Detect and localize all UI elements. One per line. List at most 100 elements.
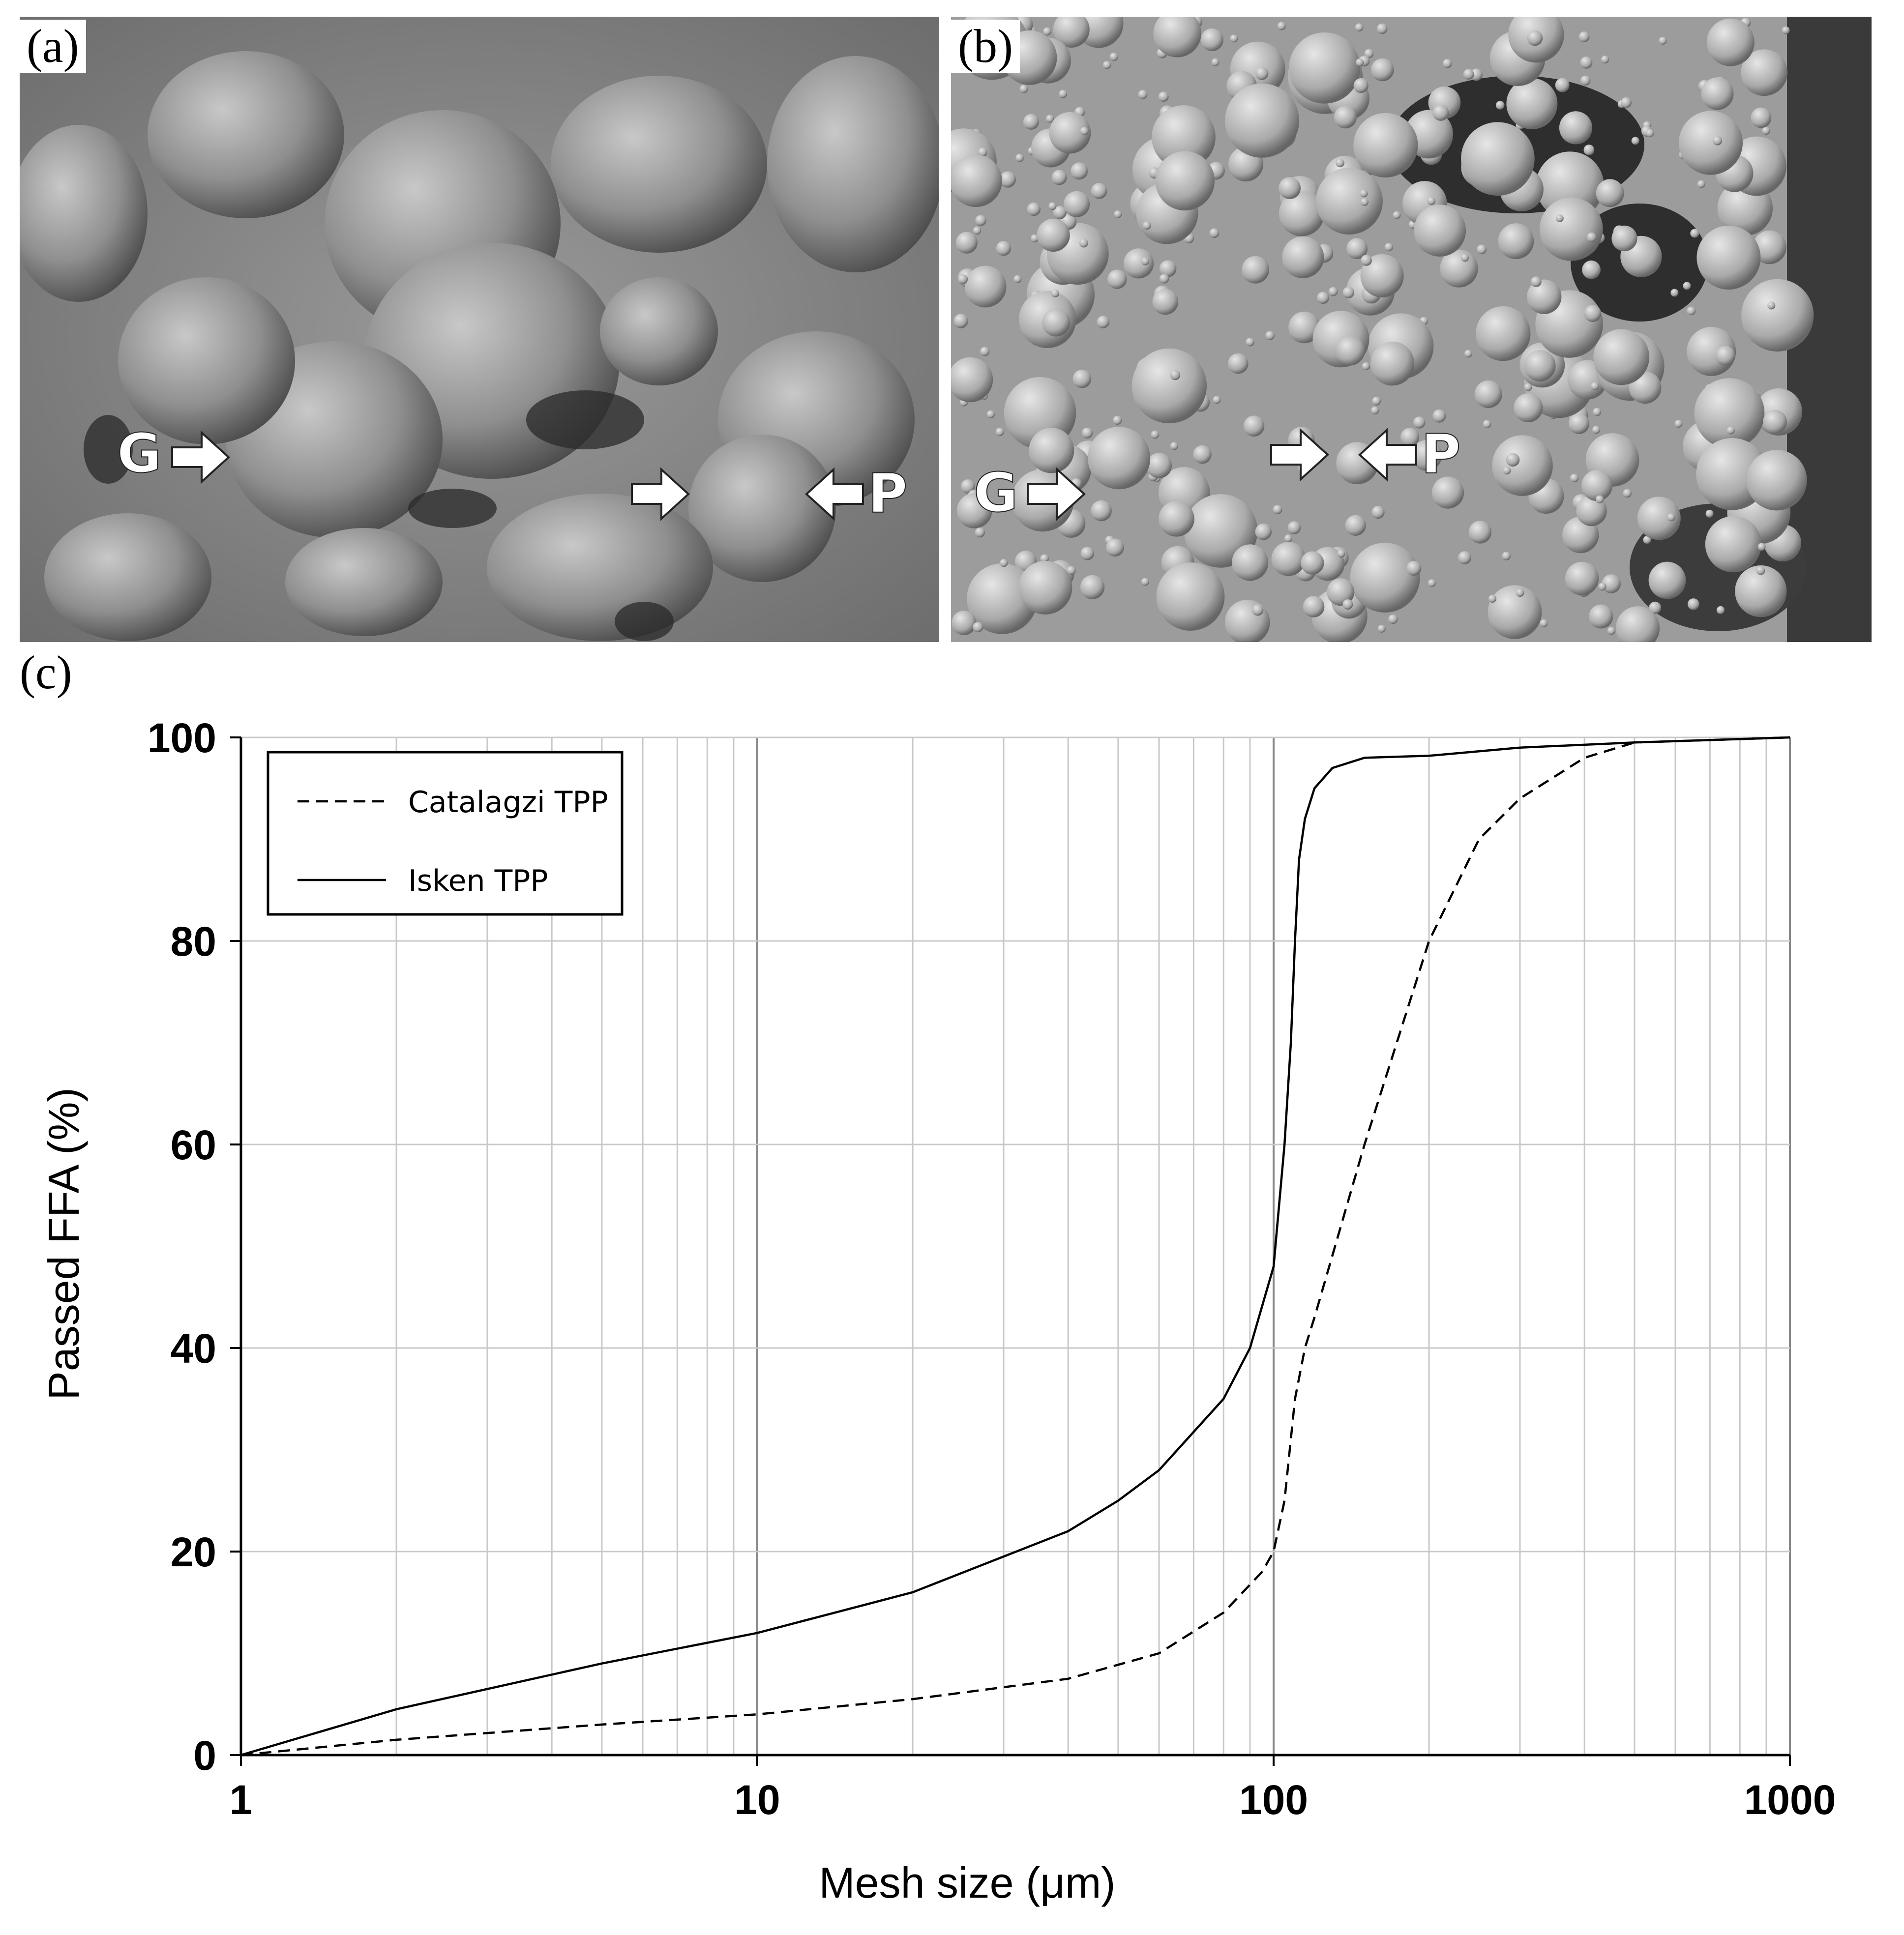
x-tick-label: 1000 [1744, 1777, 1836, 1823]
sem-particle [1581, 469, 1613, 501]
panel-label-b: (b) [951, 20, 1020, 73]
sem-particle [1589, 604, 1613, 629]
sem-particle [1502, 552, 1511, 560]
sem-particle [956, 493, 992, 528]
y-axis-label: Passed FFA (%) [39, 1087, 88, 1400]
y-tick-label: 60 [171, 1122, 216, 1168]
legend-label: Catalagzi TPP [408, 785, 608, 820]
sem-particle [1141, 578, 1149, 586]
x-tick-label: 100 [1239, 1777, 1308, 1823]
x-axis-label: Mesh size (μm) [819, 1858, 1115, 1907]
sem-particle [1131, 348, 1207, 424]
sem-particle [1411, 440, 1442, 471]
sem-particle [1043, 27, 1051, 36]
sem-particle [1053, 17, 1090, 48]
sem-particle [1000, 558, 1008, 567]
sem-particle [1255, 67, 1269, 80]
sem-particle [1303, 596, 1325, 617]
sem-particle [1141, 257, 1149, 265]
sem-particle [1097, 316, 1110, 328]
y-tick-label: 0 [193, 1732, 216, 1779]
sem-particle [1109, 53, 1118, 61]
sem-particle [1243, 415, 1265, 437]
sem-particle [1113, 415, 1122, 425]
sem-particle [1601, 56, 1609, 63]
sem-particle [1384, 243, 1393, 252]
sem-particle [1080, 127, 1089, 136]
sem-particle [1763, 410, 1787, 434]
sem-particle [955, 232, 978, 254]
sem-particle [1483, 420, 1491, 429]
sem-particle [1458, 551, 1471, 564]
sem-particle [1492, 435, 1553, 496]
sem-particle [1683, 282, 1691, 290]
right-arrow-icon [631, 467, 690, 521]
sem-particle [1170, 442, 1178, 450]
sem-particle [1361, 255, 1372, 266]
sem-particle [1400, 428, 1420, 447]
sem-particle [1242, 256, 1269, 284]
marker-g-a: G [117, 422, 161, 485]
sem-particle [1114, 210, 1122, 218]
sem-particle [1696, 226, 1761, 290]
sem-particle [1106, 538, 1124, 557]
sem-particle [1170, 370, 1181, 381]
sem-particle [1503, 467, 1511, 475]
sem-particle [1701, 77, 1734, 110]
sem-particle [1555, 214, 1564, 222]
sem-particle [1442, 59, 1452, 68]
sem-particle [1584, 305, 1602, 322]
sem-particle [1498, 223, 1534, 260]
sem-particle [1088, 427, 1151, 490]
sem-particle [1225, 83, 1299, 158]
sem-particle [1051, 289, 1059, 297]
sem-particle [1753, 230, 1786, 264]
sem-particle [1461, 122, 1535, 196]
psd-chart: 1 10 100 1000 0 20 40 60 80 100 Catalagzi TPP Iske… [39, 715, 1836, 1907]
sem-particle [1615, 606, 1660, 642]
sem-particle [1152, 289, 1179, 315]
sem-particle [1670, 289, 1679, 297]
sem-particle [986, 410, 995, 418]
panel-label-c: (c) [20, 646, 72, 699]
sem-particle [1569, 413, 1590, 434]
axes: 1 10 100 1000 0 20 40 60 80 100 [148, 715, 1836, 1823]
sem-particle [1252, 604, 1264, 616]
sem-particle [1193, 445, 1212, 464]
sem-particle [1580, 56, 1593, 69]
sem-particle [996, 241, 1011, 256]
sem-particle [1646, 129, 1654, 138]
sem-particle [1611, 225, 1637, 252]
sem-particle [1364, 49, 1374, 59]
sem-particle [1151, 430, 1160, 439]
sem-particle [1431, 476, 1464, 509]
sem-particle [1027, 202, 1041, 216]
sem-particle [1336, 158, 1344, 168]
y-tick-label: 40 [171, 1325, 216, 1372]
legend-label: Isken TPP [408, 864, 548, 898]
markers-b: G P [973, 422, 1461, 525]
sem-particle [1602, 574, 1621, 593]
y-tick-label: 80 [171, 918, 216, 965]
sem-particle [1279, 191, 1325, 236]
sem-particle [1356, 58, 1364, 67]
marker-g-b: G [974, 461, 1018, 524]
sem-particle [1623, 489, 1632, 498]
sem-particle [1360, 254, 1404, 298]
sem-particle [1315, 168, 1383, 235]
sem-particle [1107, 269, 1127, 289]
sem-particle [1578, 31, 1590, 42]
sem-particle [1029, 428, 1074, 473]
sem-particle [1679, 111, 1743, 175]
sem-particle [1514, 393, 1543, 422]
sem-particle [1474, 380, 1502, 409]
sem-particle [1156, 562, 1225, 631]
sem-particle [1559, 111, 1593, 145]
sem-particle [1413, 416, 1426, 429]
sem-particle [1463, 69, 1474, 80]
sem-particle [1607, 627, 1615, 635]
sem-particle [1746, 450, 1807, 511]
sem-particle [1082, 427, 1093, 439]
sem-particle [1428, 579, 1436, 587]
sem-particle [1284, 534, 1292, 543]
